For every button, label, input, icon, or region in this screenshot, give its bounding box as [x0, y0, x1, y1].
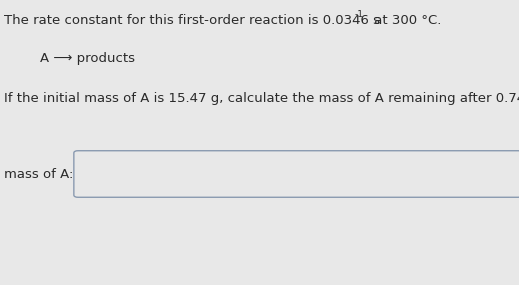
Text: -1: -1 — [355, 10, 364, 19]
Text: If the initial mass of A is 15.47 g, calculate the mass of A remaining after 0.7: If the initial mass of A is 15.47 g, cal… — [4, 92, 519, 105]
Text: A ⟶ products: A ⟶ products — [40, 52, 135, 65]
Text: at 300 °C.: at 300 °C. — [370, 14, 441, 27]
Text: mass of A:: mass of A: — [4, 168, 73, 181]
Text: The rate constant for this first-order reaction is 0.0346 s: The rate constant for this first-order r… — [4, 14, 380, 27]
FancyBboxPatch shape — [74, 151, 519, 197]
